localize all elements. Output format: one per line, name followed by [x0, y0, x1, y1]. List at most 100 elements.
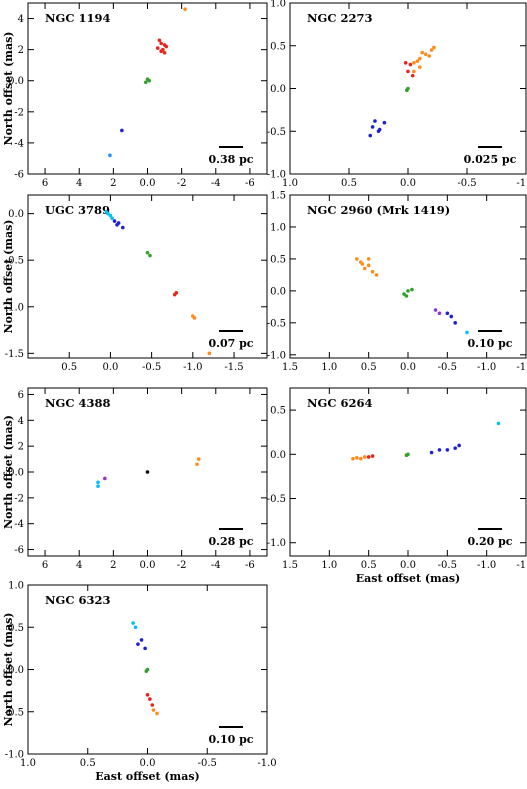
x-tick-label: 1.5 — [282, 560, 298, 571]
x-tick-label: 4 — [76, 178, 82, 189]
data-point — [151, 708, 156, 712]
data-point — [429, 48, 434, 52]
scale-bar-label: 0.10 pc — [208, 733, 253, 746]
y-tick-label: -0.5 — [5, 256, 24, 267]
y-tick-label: -1.0 — [5, 750, 24, 761]
panel-4: 6 4 2 0.0 -2 -4 -6 6 4 2 0.0 -2 -4 -6 NGC 4388 North of… — [2, 387, 268, 571]
data-point — [433, 308, 438, 312]
series-4 — [108, 153, 112, 158]
x-tick-label: 0.0 — [140, 560, 156, 571]
data-point — [136, 642, 140, 646]
series-0 — [355, 257, 379, 277]
data-point — [368, 133, 373, 138]
x-tick-label: -1.0 — [477, 362, 496, 373]
x-tick-label: -1.5 — [516, 560, 527, 571]
series-4 — [151, 708, 159, 716]
y-tick-label: 0.0 — [270, 84, 286, 95]
data-point — [110, 216, 114, 221]
series-2 — [404, 452, 410, 458]
plot-frame — [27, 194, 268, 359]
y-tick-label: 1.5 — [270, 191, 286, 202]
series-0 — [195, 457, 201, 467]
data-point — [366, 455, 371, 459]
data-point — [96, 484, 100, 489]
data-point — [418, 56, 422, 61]
data-point — [370, 454, 375, 458]
x-tick-label: -6 — [245, 560, 255, 571]
x-axis-label: East offset (mas) — [95, 770, 199, 783]
panel-2: 0.5 0.0 -0.5 -1.0 -1.5 0.0 -0.5 -1.0 -1.5 UGC 378… — [2, 194, 268, 373]
x-tick-label: 2 — [110, 560, 116, 571]
series-4 — [465, 330, 469, 335]
y-axis-label: North offset (mas) — [2, 220, 15, 334]
x-tick-label: 0.0 — [140, 758, 156, 769]
panel-title: NGC 1194 — [45, 11, 111, 25]
data-point — [423, 52, 428, 57]
data-point — [133, 625, 138, 630]
y-axis-label: North offset (mas) — [2, 613, 15, 727]
x-tick-label: -4 — [211, 560, 221, 571]
data-point — [159, 41, 163, 46]
data-point — [145, 470, 150, 474]
series-4 — [191, 314, 212, 356]
x-tick-label: 1.0 — [321, 362, 337, 373]
y-tick-label: -6 — [14, 170, 24, 181]
x-tick-label: -0.5 — [198, 758, 217, 769]
x-tick-label: -1.0 — [257, 758, 276, 769]
x-tick-label: 0.5 — [361, 560, 377, 571]
y-tick-label: 0.0 — [8, 76, 24, 87]
y-tick-label: -1.0 — [267, 350, 286, 361]
y-tick-label: 0.5 — [270, 41, 286, 52]
data-point — [405, 88, 409, 93]
y-tick-label: -0.5 — [5, 707, 24, 718]
x-tick-label: 2 — [110, 178, 116, 189]
x-tick-label: 0.0 — [140, 178, 156, 189]
data-point — [155, 46, 160, 50]
data-point — [373, 119, 377, 123]
data-point — [207, 351, 212, 356]
data-point — [445, 311, 450, 316]
data-point — [360, 262, 365, 266]
y-tick-label: 1.0 — [8, 581, 24, 592]
data-point — [196, 457, 201, 461]
data-point — [355, 456, 359, 460]
y-tick-label: -1.0 — [267, 538, 286, 549]
data-point — [377, 127, 382, 132]
x-tick-label: 1.0 — [282, 178, 298, 189]
data-point — [415, 59, 420, 63]
series-0 — [104, 209, 114, 221]
x-tick-label: 0.0 — [400, 362, 416, 373]
y-tick-label: 0.0 — [8, 209, 24, 220]
data-point — [404, 294, 409, 298]
panel-title: NGC 6264 — [307, 396, 373, 410]
x-tick-label: -2 — [177, 560, 187, 571]
data-point — [351, 456, 355, 461]
data-point — [148, 253, 152, 258]
data-point — [150, 703, 155, 707]
series-2 — [433, 308, 442, 316]
data-point — [106, 211, 110, 216]
x-tick-label: 0.0 — [400, 560, 416, 571]
x-tick-label: -0.5 — [142, 362, 161, 373]
series-2 — [405, 86, 410, 93]
data-point — [432, 45, 436, 50]
data-point — [370, 269, 375, 274]
plot-frame — [289, 387, 527, 557]
panel-title: NGC 2960 (Mrk 1419) — [307, 203, 450, 217]
series-4 — [496, 421, 501, 426]
x-tick-label: 6 — [42, 560, 48, 571]
data-point — [420, 50, 424, 55]
x-tick-label: -2 — [177, 178, 187, 189]
x-tick-label: 0.5 — [361, 362, 377, 373]
scale-bar-label: 0.20 pc — [467, 535, 512, 548]
panel-0: 6 4 2 0.0 -2 -4 -6 4 2 0.0 -2 -4 -6 NGC 1194 North off… — [2, 2, 268, 189]
data-point — [103, 476, 107, 481]
data-point — [145, 693, 150, 697]
y-tick-label: 4 — [18, 416, 24, 427]
series-1 — [403, 61, 415, 78]
data-point — [412, 61, 416, 65]
series-3 — [120, 128, 124, 133]
data-point — [143, 80, 148, 85]
data-point — [155, 711, 159, 716]
